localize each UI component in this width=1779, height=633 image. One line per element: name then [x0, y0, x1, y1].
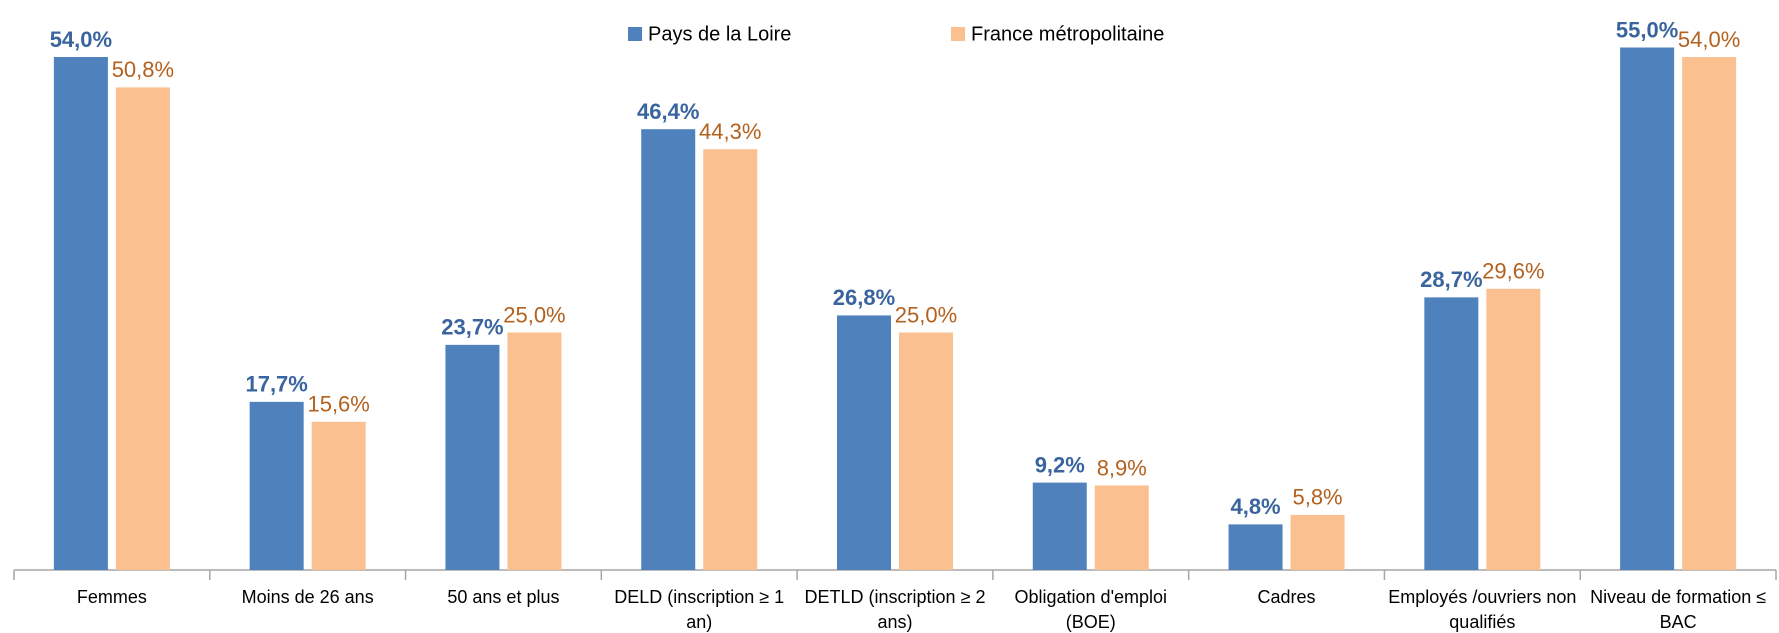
bar	[1094, 485, 1149, 570]
bar	[445, 344, 500, 570]
bar	[641, 129, 696, 570]
x-tick-label: Moins de 26 ans	[242, 587, 374, 607]
data-label: 5,8%	[1292, 485, 1342, 510]
x-tick-label: Employés /ouvriers non qualifiés	[1388, 587, 1576, 632]
data-label: 29,6%	[1482, 259, 1544, 284]
x-tick-label: Niveau de formation ≤ BAC	[1590, 587, 1766, 632]
bar	[1486, 288, 1541, 570]
legend-label: France métropolitaine	[971, 23, 1164, 45]
x-tick-label: DETLD (inscription ≥ 2 ans)	[805, 587, 986, 632]
data-label: 54,0%	[1678, 27, 1740, 52]
data-label: 4,8%	[1230, 494, 1280, 519]
data-label: 55,0%	[1616, 17, 1678, 42]
legend-label: Pays de la Loire	[648, 23, 791, 45]
data-label: 26,8%	[833, 285, 895, 310]
bar	[249, 401, 304, 570]
data-label: 44,3%	[699, 119, 761, 144]
data-label: 50,8%	[112, 57, 174, 82]
bar	[837, 315, 891, 570]
x-tick-label: DELD (inscription ≥ 1 an)	[614, 587, 784, 632]
bar	[115, 87, 170, 571]
bar	[311, 421, 366, 570]
data-label: 23,7%	[441, 315, 503, 340]
bar	[507, 332, 562, 570]
data-label: 28,7%	[1420, 267, 1482, 292]
data-label: 17,7%	[245, 372, 307, 397]
bar	[899, 332, 953, 570]
data-label: 25,0%	[895, 302, 957, 327]
data-label: 9,2%	[1035, 452, 1085, 477]
data-label: 15,6%	[307, 392, 369, 417]
x-tick-label: Femmes	[77, 587, 147, 607]
legend-swatch	[951, 27, 965, 41]
x-tick-label: Cadres	[1258, 587, 1316, 607]
bar	[1424, 297, 1479, 570]
legend-swatch	[628, 27, 642, 41]
bar	[1682, 57, 1737, 570]
x-tick-label: 50 ans et plus	[447, 587, 559, 607]
data-label: 46,4%	[637, 99, 699, 124]
bar	[1032, 482, 1087, 570]
data-label: 25,0%	[503, 302, 565, 327]
bar	[703, 149, 758, 570]
bar	[1620, 47, 1675, 570]
data-label: 8,9%	[1097, 455, 1147, 480]
bar	[53, 57, 108, 570]
bar	[1290, 514, 1345, 570]
x-tick-label: Obligation d'emploi (BOE)	[1015, 587, 1168, 632]
data-label: 54,0%	[50, 27, 112, 52]
bar	[1228, 524, 1283, 570]
